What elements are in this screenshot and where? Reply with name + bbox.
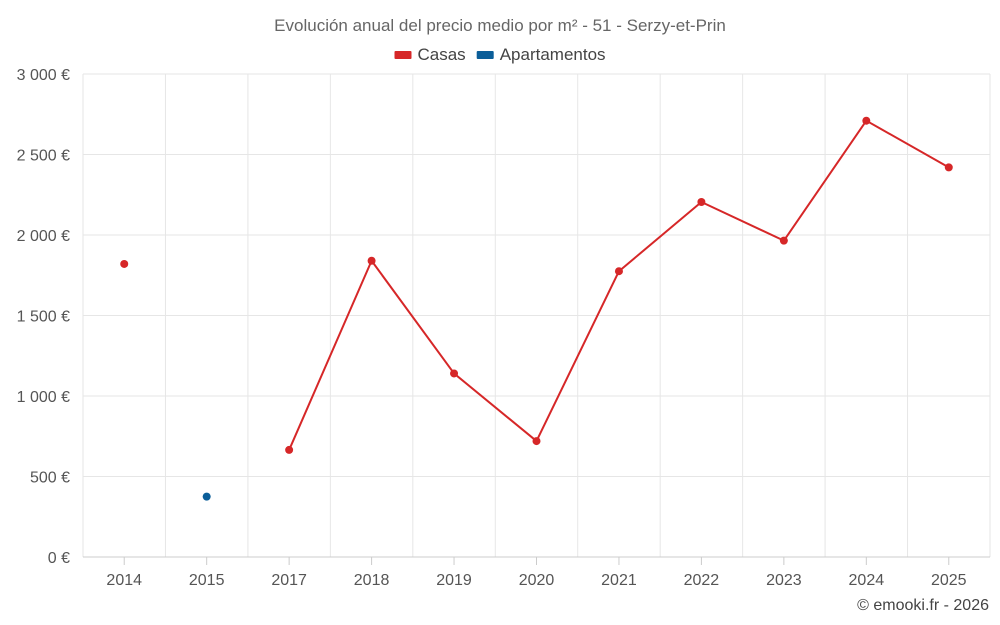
- series-casas: [120, 116, 953, 454]
- data-point[interactable]: [697, 197, 706, 206]
- y-tick-label: 2 500 €: [17, 148, 70, 165]
- y-tick-label: 500 €: [30, 470, 70, 487]
- credit-text: © emooki.fr - 2026: [857, 597, 989, 614]
- x-tick-label: 2023: [766, 572, 802, 589]
- legend-item-apartamentos[interactable]: Apartamentos: [476, 45, 606, 64]
- series-line: [288, 119, 950, 451]
- legend: Casas Apartamentos: [394, 45, 606, 64]
- data-point[interactable]: [450, 369, 459, 378]
- data-point[interactable]: [120, 259, 129, 268]
- x-tick-label: 2014: [106, 572, 142, 589]
- legend-item-casas[interactable]: Casas: [394, 45, 466, 64]
- x-tick-label: 2022: [684, 572, 720, 589]
- data-point[interactable]: [779, 236, 788, 245]
- series-layer: [120, 116, 953, 501]
- legend-swatch: [394, 51, 412, 59]
- axes: 0 € 500 € 1 000 € 1 500 € 2 000 € 2 500 € 3 00…: [17, 67, 990, 589]
- x-tick-label: 2015: [189, 572, 225, 589]
- y-tick-label: 0 €: [48, 550, 70, 567]
- x-tick-label: 2019: [436, 572, 472, 589]
- legend-label: Apartamentos: [500, 45, 606, 64]
- data-point[interactable]: [614, 267, 623, 276]
- x-tick-label: 2024: [849, 572, 885, 589]
- data-point[interactable]: [285, 445, 294, 454]
- x-tick-label: 2018: [354, 572, 390, 589]
- legend-label: Casas: [418, 45, 466, 64]
- y-tick-label: 3 000 €: [17, 67, 70, 84]
- data-point[interactable]: [944, 163, 953, 172]
- gridlines: [82, 73, 991, 557]
- legend-swatch: [476, 51, 494, 59]
- series-apartamentos: [202, 492, 211, 501]
- data-point[interactable]: [532, 437, 541, 446]
- y-tick-label: 1 000 €: [17, 389, 70, 406]
- x-tick-label: 2020: [519, 572, 555, 589]
- y-tick-label: 1 500 €: [17, 309, 70, 326]
- x-tick-label: 2021: [601, 572, 637, 589]
- data-point[interactable]: [367, 256, 376, 265]
- chart-title: Evolución anual del precio medio por m² …: [274, 16, 726, 35]
- x-tick-label: 2025: [931, 572, 967, 589]
- x-tick-label: 2017: [271, 572, 307, 589]
- data-point[interactable]: [202, 492, 211, 501]
- y-tick-label: 2 000 €: [17, 228, 70, 245]
- data-point[interactable]: [862, 116, 871, 125]
